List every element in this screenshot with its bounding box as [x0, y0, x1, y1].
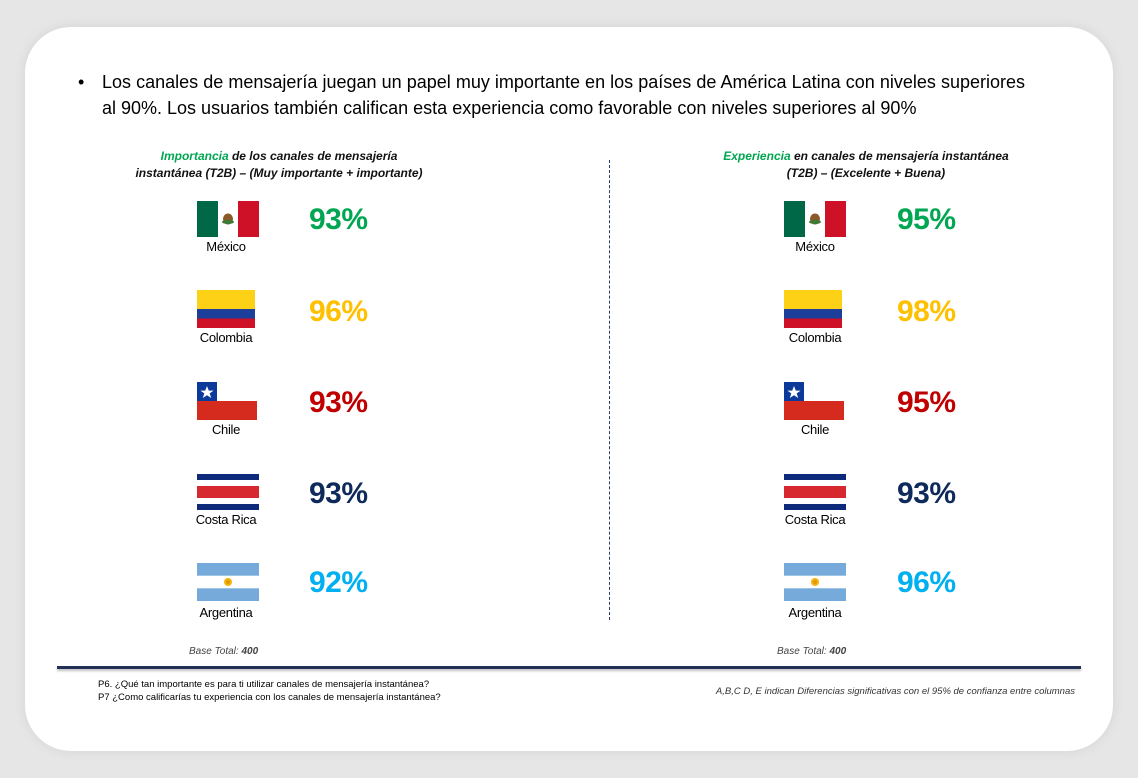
right-country-label: Argentina [788, 605, 842, 620]
mexico-flag-icon [784, 201, 846, 237]
left-base-label: Base Total: [189, 646, 242, 657]
left-country-label: Costa Rica [195, 512, 257, 527]
mexico-flag-icon [197, 201, 259, 237]
right-country-label: Colombia [788, 330, 842, 345]
right-country-label: Chile [800, 422, 830, 437]
left-country-label: Argentina [199, 605, 253, 620]
left-panel-title: Importancia de los canales de mensajería… [99, 148, 459, 182]
left-percentage-value: 93% [309, 477, 368, 510]
colombia-flag-icon [197, 290, 255, 328]
right-base-label: Base Total: [777, 646, 830, 657]
right-country-label: Costa Rica [784, 512, 846, 527]
right-percentage-value: 95% [897, 386, 956, 419]
right-percentage-value: 96% [897, 566, 956, 599]
argentina-flag-icon [784, 563, 846, 601]
right-base-value: 400 [829, 646, 847, 657]
left-title-line2: instantánea (T2B) – (Muy importante + im… [135, 166, 423, 180]
right-country-label: México [795, 239, 835, 254]
right-base-total: Base Total: 400 [777, 646, 846, 657]
footer-questions: P6. ¿Qué tan importante es para ti utili… [98, 678, 441, 704]
chile-flag-icon [784, 382, 844, 420]
right-title-rest: en canales de mensajería instantánea [790, 149, 1009, 163]
significance-note: A,B,C D, E indican Diferencias significa… [715, 686, 1075, 697]
left-percentage-value: 96% [309, 295, 368, 328]
left-base-value: 400 [241, 646, 259, 657]
chile-flag-icon [197, 382, 257, 420]
right-title-line2: (T2B) – (Excelente + Buena) [786, 166, 946, 180]
right-percentage-value: 95% [897, 203, 956, 236]
headline-text: Los canales de mensajería juegan un pape… [102, 72, 1025, 118]
left-percentage-value: 93% [309, 386, 368, 419]
argentina-flag-icon [197, 563, 259, 601]
right-title-highlight: Experiencia [723, 149, 791, 163]
question-p7: P7 ¿Como calificarías tu experiencia con… [98, 692, 441, 703]
left-base-total: Base Total: 400 [189, 646, 258, 657]
costa-rica-flag-icon [784, 474, 846, 510]
question-p6: P6. ¿Qué tan importante es para ti utili… [98, 679, 430, 690]
headline: • Los canales de mensajería juegan un pa… [78, 69, 1025, 121]
right-percentage-value: 98% [897, 295, 956, 328]
left-country-label: Colombia [199, 330, 253, 345]
left-country-label: Chile [211, 422, 241, 437]
costa-rica-flag-icon [197, 474, 259, 510]
left-title-rest: de los canales de mensajería [228, 149, 398, 163]
left-percentage-value: 92% [309, 566, 368, 599]
footer-rule [57, 666, 1081, 669]
right-percentage-value: 93% [897, 477, 956, 510]
left-country-label: México [206, 239, 246, 254]
left-percentage-value: 93% [309, 203, 368, 236]
left-title-highlight: Importancia [160, 149, 229, 163]
bullet-icon: • [78, 72, 85, 92]
column-divider [609, 160, 610, 620]
colombia-flag-icon [784, 290, 842, 328]
right-panel-title: Experiencia en canales de mensajería ins… [686, 148, 1046, 182]
